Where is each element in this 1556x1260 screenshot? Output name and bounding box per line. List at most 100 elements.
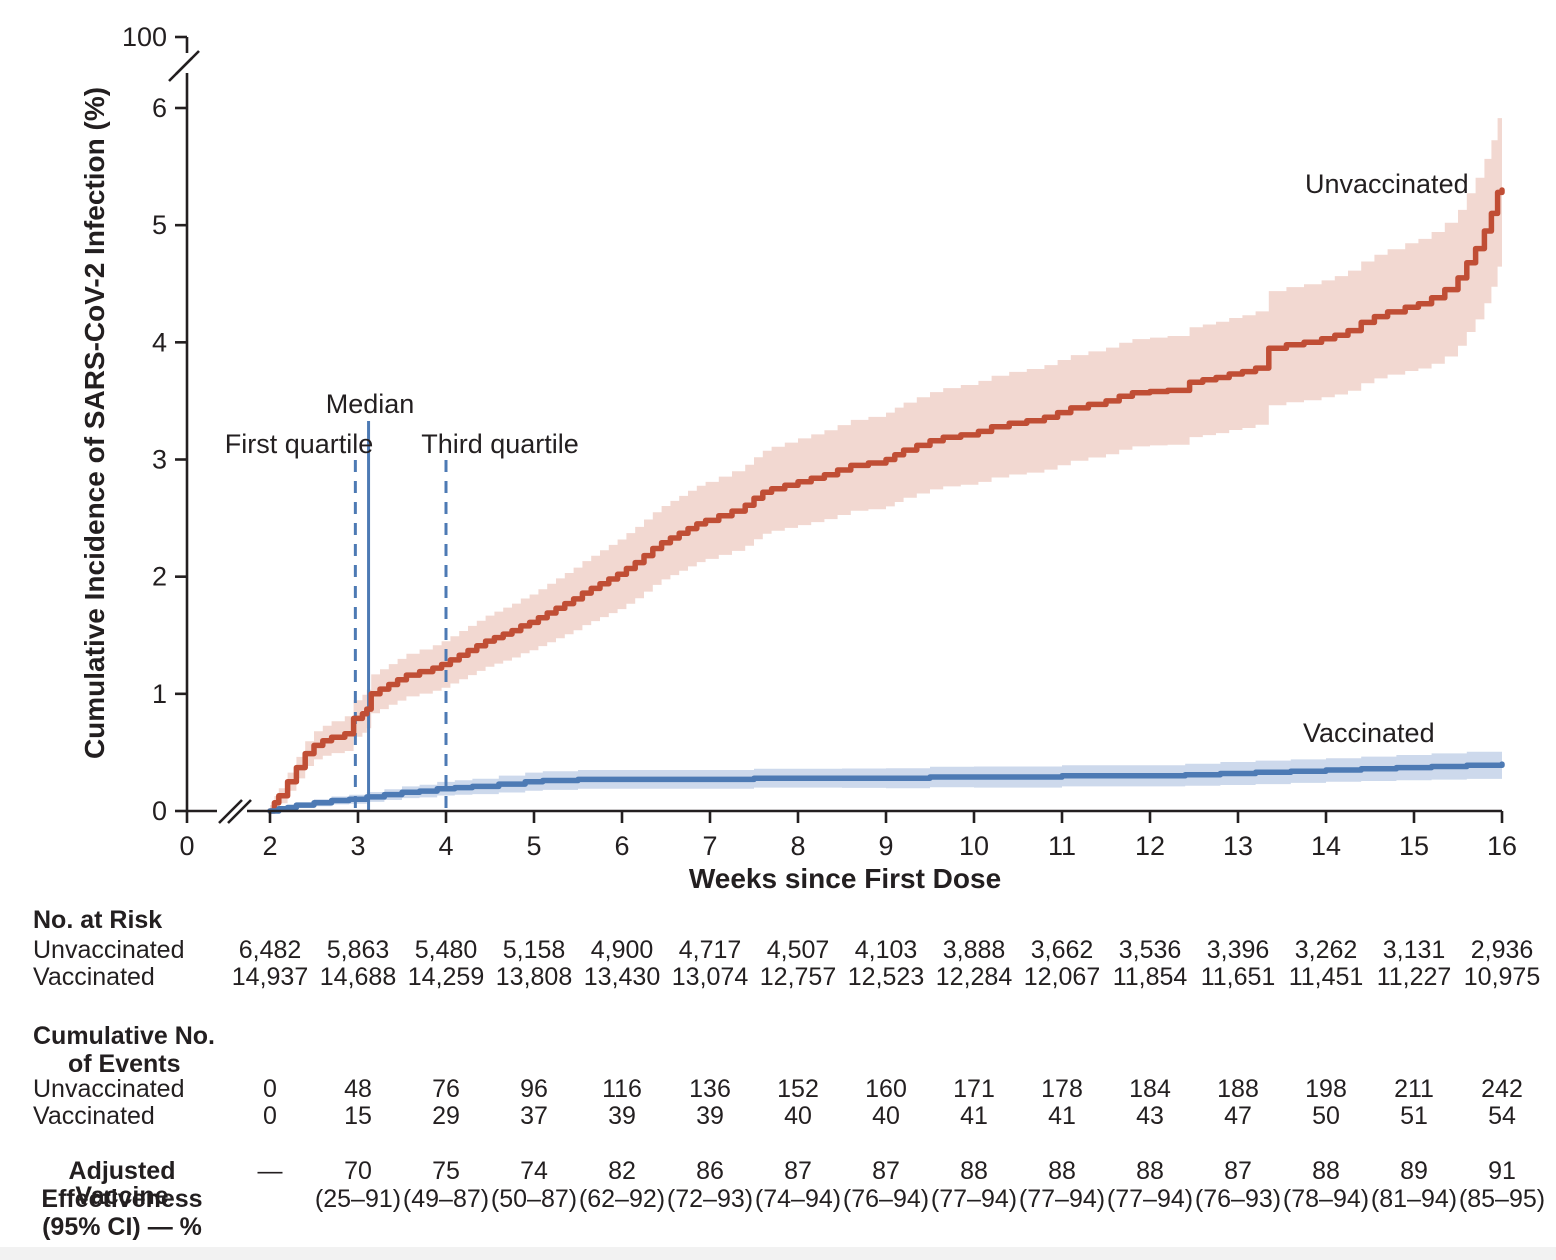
y-tick-label: 100 xyxy=(122,22,167,52)
ve-estimate-cell: 70 xyxy=(344,1157,372,1185)
x-axis-label: Weeks since First Dose xyxy=(689,863,1001,894)
events-vaccinated-cell: 40 xyxy=(784,1102,812,1130)
no-at-risk-vaccinated-cell: 11,854 xyxy=(1112,963,1188,991)
events-vaccinated-cell: 47 xyxy=(1224,1102,1252,1130)
events-vaccinated-cell: 15 xyxy=(344,1102,372,1130)
ve-ci-cell: (85–95) xyxy=(1458,1185,1546,1213)
events-unvaccinated-cell: 242 xyxy=(1481,1075,1523,1103)
ve-ci-cell: (76–94) xyxy=(842,1185,930,1213)
events-vaccinated-cell: 54 xyxy=(1488,1102,1516,1130)
events-vaccinated-cell: 51 xyxy=(1400,1102,1428,1130)
third-quartile-label: Third quartile xyxy=(421,429,579,459)
no-at-risk-unvaccinated-cell: 5,863 xyxy=(326,936,390,964)
events-unvaccinated-cell: 211 xyxy=(1394,1075,1434,1103)
no-at-risk-unvaccinated-cell: 5,158 xyxy=(502,936,566,964)
ve-ci-cell: (50–87) xyxy=(490,1185,578,1213)
ve-ci-cell: (77–94) xyxy=(930,1185,1018,1213)
no-at-risk-vaccinated-cell: 10,975 xyxy=(1463,963,1541,991)
ve-ci-cell: (74–94) xyxy=(754,1185,842,1213)
ve-ci-cell: (49–87) xyxy=(402,1185,490,1213)
ve-estimate-cell: 88 xyxy=(1048,1157,1076,1185)
ve-estimate-cell: 91 xyxy=(1488,1157,1516,1185)
no-at-risk-vaccinated-cell: 11,227 xyxy=(1376,963,1452,991)
events-unvaccinated-cell: 178 xyxy=(1041,1075,1083,1103)
ve-estimate-cell: 87 xyxy=(784,1157,812,1185)
events-vaccinated-cell: 41 xyxy=(960,1102,988,1130)
ve-ci-cell: (72–93) xyxy=(666,1185,754,1213)
x-tick-label: 5 xyxy=(526,831,541,861)
no-at-risk-unvaccinated-cell: 4,103 xyxy=(854,936,918,964)
events-unvaccinated-cell: 0 xyxy=(263,1075,277,1103)
y-axis-break-slash-2 xyxy=(168,57,193,82)
x-tick-label: 14 xyxy=(1311,831,1341,861)
no-at-risk-unvaccinated-cell: 4,507 xyxy=(766,936,830,964)
ve-estimate-cell: 74 xyxy=(520,1157,548,1185)
events-unvaccinated-cell: 96 xyxy=(520,1075,548,1103)
ve-estimate-cell: 86 xyxy=(696,1157,724,1185)
risk-row-label-unvaccinated: Unvaccinated xyxy=(33,936,185,964)
events-row-label-vaccinated: Vaccinated xyxy=(33,1102,155,1130)
no-at-risk-vaccinated-cell: 14,259 xyxy=(407,963,485,991)
no-at-risk-vaccinated-cell: 12,523 xyxy=(847,963,925,991)
events-vaccinated-cell: 43 xyxy=(1136,1102,1164,1130)
events-row-label-unvaccinated: Unvaccinated xyxy=(33,1075,185,1103)
no-at-risk-unvaccinated-cell: 3,396 xyxy=(1206,936,1270,964)
x-tick-label: 16 xyxy=(1487,831,1517,861)
no-at-risk-unvaccinated-cell: 3,888 xyxy=(942,936,1006,964)
events-unvaccinated-cell: 136 xyxy=(689,1075,731,1103)
events-unvaccinated-cell: 152 xyxy=(777,1075,819,1103)
ve-estimate-cell: 87 xyxy=(872,1157,900,1185)
unvaccinated-series-label: Unvaccinated xyxy=(1305,169,1469,199)
y-tick-label: 4 xyxy=(152,327,167,357)
ve-estimate-cell: 89 xyxy=(1400,1157,1428,1185)
ve-estimate-cell: 75 xyxy=(432,1157,460,1185)
unvaccinated-curve xyxy=(267,187,1505,814)
y-axis-label: Cumulative Incidence of SARS-CoV-2 Infec… xyxy=(79,87,110,759)
ve-estimate-cell: — xyxy=(257,1157,283,1185)
x-tick-label: 15 xyxy=(1399,831,1429,861)
events-unvaccinated-cell: 76 xyxy=(432,1075,460,1103)
ve-ci-cell: (81–94) xyxy=(1370,1185,1458,1213)
events-vaccinated-cell: 50 xyxy=(1312,1102,1340,1130)
no-at-risk-vaccinated-cell: 13,430 xyxy=(583,963,661,991)
no-at-risk-unvaccinated-cell: 3,536 xyxy=(1118,936,1182,964)
events-vaccinated-cell: 39 xyxy=(696,1102,724,1130)
events-vaccinated-cell: 0 xyxy=(263,1102,277,1130)
no-at-risk-vaccinated-cell: 11,651 xyxy=(1200,963,1276,991)
vaccinated-curve xyxy=(267,761,1505,814)
y-tick-label: 1 xyxy=(152,679,167,709)
no-at-risk-vaccinated-cell: 13,074 xyxy=(671,963,749,991)
cumulative-events-heading-line2: of Events xyxy=(68,1050,181,1078)
events-vaccinated-cell: 37 xyxy=(520,1102,548,1130)
x-tick-label: 13 xyxy=(1223,831,1253,861)
risk-row-label-vaccinated: Vaccinated xyxy=(33,963,155,991)
quartile-lines-layer xyxy=(353,421,448,811)
x-tick-label: 11 xyxy=(1048,831,1076,861)
no-at-risk-heading: No. at Risk xyxy=(33,906,163,934)
y-tick-label: 3 xyxy=(152,444,167,474)
events-unvaccinated-cell: 171 xyxy=(953,1075,995,1103)
no-at-risk-vaccinated-cell: 14,937 xyxy=(231,963,309,991)
ve-ci-cell: (78–94) xyxy=(1282,1185,1370,1213)
events-unvaccinated-cell: 184 xyxy=(1129,1075,1171,1103)
x-axis-break-slash-1 xyxy=(218,799,243,824)
ve-ci-cell: (62–92) xyxy=(578,1185,666,1213)
events-vaccinated-cell: 39 xyxy=(608,1102,636,1130)
x-tick-label: 7 xyxy=(702,831,717,861)
x-tick-label: 4 xyxy=(438,831,453,861)
first-quartile-label: First quartile xyxy=(225,429,374,459)
events-unvaccinated-cell: 160 xyxy=(865,1075,907,1103)
events-unvaccinated-cell: 116 xyxy=(602,1075,642,1103)
no-at-risk-vaccinated-cell: 11,451 xyxy=(1288,963,1364,991)
events-unvaccinated-cell: 48 xyxy=(344,1075,372,1103)
no-at-risk-vaccinated-cell: 13,808 xyxy=(495,963,573,991)
curves-layer xyxy=(267,187,1505,814)
x-tick-label: 8 xyxy=(790,831,805,861)
no-at-risk-vaccinated-cell: 14,688 xyxy=(319,963,397,991)
x-axis-break-slash-2 xyxy=(227,799,252,824)
vaccinated-series-label: Vaccinated xyxy=(1303,718,1435,748)
no-at-risk-unvaccinated-cell: 5,480 xyxy=(414,936,478,964)
